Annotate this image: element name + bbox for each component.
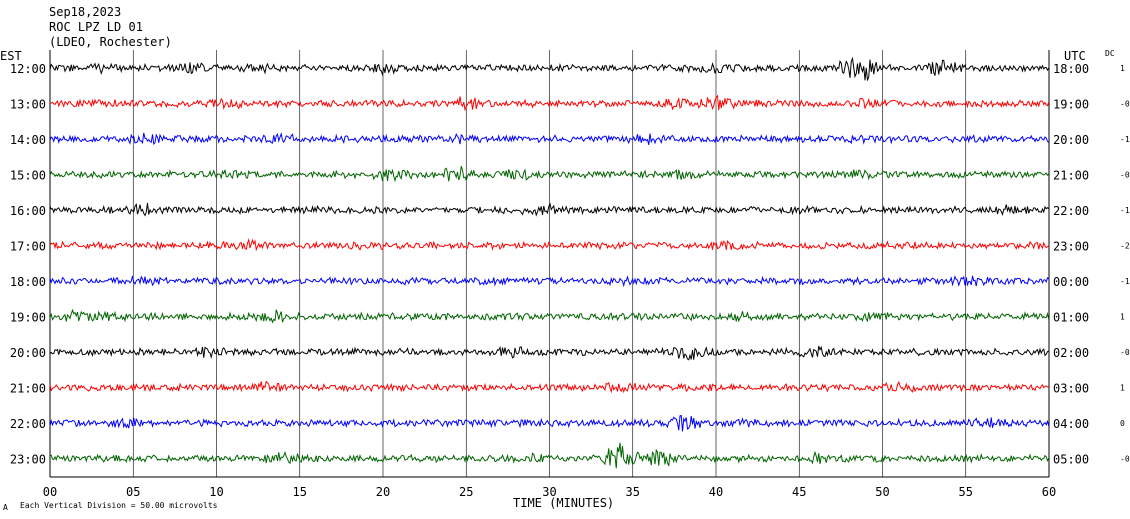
utc-time-label: 18:00 [1053, 62, 1089, 76]
est-time-label: 23:00 [10, 453, 46, 467]
seismogram-trace [49, 166, 1050, 183]
trace-row [49, 94, 1050, 112]
x-axis-title: TIME (MINUTES) [513, 496, 615, 510]
seismogram-trace [49, 202, 1050, 217]
seismogram-trace [49, 94, 1050, 112]
x-tick-label: 35 [626, 485, 640, 499]
est-time-label: 16:00 [10, 204, 46, 218]
trace-row [49, 202, 1050, 217]
x-tick-label: 10 [209, 485, 223, 499]
est-time-label: 20:00 [10, 346, 46, 360]
est-time-label: 13:00 [10, 98, 46, 112]
dc-offset-label: 1 [1120, 64, 1125, 73]
x-tick-label: 40 [709, 485, 723, 499]
est-time-label: 15:00 [10, 169, 46, 183]
utc-time-label: 20:00 [1053, 133, 1089, 147]
est-time-label: 19:00 [10, 311, 46, 325]
x-tick-label: 00 [43, 485, 57, 499]
trace-row [49, 166, 1050, 183]
trace-group [49, 56, 1050, 469]
seismogram-trace [49, 345, 1049, 361]
seismogram-trace [49, 308, 1050, 324]
dc-offset-label: -0 [1120, 171, 1130, 180]
trace-row [49, 237, 1050, 252]
x-tick-label: 25 [459, 485, 473, 499]
dc-offset-label: -1 [1120, 135, 1130, 144]
scale-note: Each Vertical Division = 50.00 microvolt… [20, 501, 218, 510]
utc-time-label: 21:00 [1053, 169, 1089, 183]
seismogram-trace [49, 442, 1050, 469]
trace-row [49, 56, 1050, 81]
dc-axis-title: DC [1105, 49, 1115, 58]
x-tick-label: 15 [293, 485, 307, 499]
trace-row [49, 345, 1049, 361]
x-tick-label: 20 [376, 485, 390, 499]
utc-time-label: 00:00 [1053, 275, 1089, 289]
utc-time-label: 23:00 [1053, 240, 1089, 254]
est-time-label: 21:00 [10, 382, 46, 396]
utc-time-label: 05:00 [1053, 453, 1089, 467]
x-tick-label: 55 [959, 485, 973, 499]
utc-time-label: 19:00 [1053, 98, 1089, 112]
x-tick-label: 45 [792, 485, 806, 499]
est-axis-title: EST [0, 49, 22, 63]
est-time-label: 17:00 [10, 240, 46, 254]
seismogram-trace [49, 275, 1050, 288]
grid [49, 50, 1050, 478]
seismogram-trace [49, 414, 1050, 432]
utc-time-label: 02:00 [1053, 346, 1089, 360]
trace-row [49, 380, 1049, 394]
x-tick-label: 60 [1042, 485, 1056, 499]
est-time-label: 12:00 [10, 62, 46, 76]
x-tick-label: 05 [126, 485, 140, 499]
utc-time-label: 22:00 [1053, 204, 1089, 218]
station-code: ROC LPZ LD 01 [49, 20, 143, 34]
scale-note-marker: A [3, 503, 8, 512]
record-date: Sep18,2023 [49, 5, 122, 19]
seismogram-trace [49, 56, 1050, 81]
est-time-label: 18:00 [10, 275, 46, 289]
network-name: (LDEO, Rochester) [49, 35, 172, 49]
x-tick-label: 50 [875, 485, 889, 499]
seismogram-trace [49, 131, 1050, 145]
dc-offset-label: -1 [1120, 206, 1130, 215]
trace-row [49, 308, 1050, 324]
x-tick-label: 30 [542, 485, 556, 499]
trace-row [49, 131, 1050, 145]
trace-row [49, 442, 1050, 469]
dc-offset-label: 0 [1120, 419, 1125, 428]
seismogram-trace [49, 380, 1049, 394]
dc-offset-label: -0 [1120, 348, 1130, 357]
trace-row [49, 414, 1050, 432]
utc-time-label: 01:00 [1053, 311, 1089, 325]
utc-time-label: 03:00 [1053, 382, 1089, 396]
dc-offset-label: -2 [1120, 242, 1130, 251]
est-time-label: 22:00 [10, 417, 46, 431]
dc-offset-label: -0 [1120, 455, 1130, 464]
dc-offset-label: -1 [1120, 277, 1130, 286]
seismogram-trace [49, 237, 1050, 252]
est-time-label: 14:00 [10, 133, 46, 147]
dc-offset-label: 1 [1120, 384, 1125, 393]
utc-axis-title: UTC [1064, 49, 1086, 63]
utc-time-label: 04:00 [1053, 417, 1089, 431]
dc-offset-label: 1 [1120, 313, 1125, 322]
dc-offset-label: -0 [1120, 100, 1130, 109]
trace-row [49, 275, 1050, 288]
